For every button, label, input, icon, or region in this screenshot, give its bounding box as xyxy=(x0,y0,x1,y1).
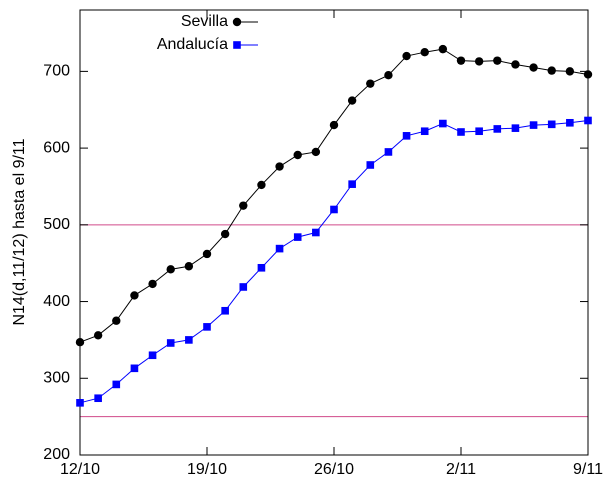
data-point xyxy=(257,263,266,272)
data-point xyxy=(184,262,194,271)
x-tick-label: 12/10 xyxy=(60,461,100,478)
y-tick-label: 500 xyxy=(43,216,70,233)
data-point xyxy=(148,279,157,289)
y-tick-label: 300 xyxy=(43,369,70,386)
data-point xyxy=(239,201,248,210)
data-point xyxy=(130,364,139,373)
data-point xyxy=(239,283,248,291)
data-point xyxy=(94,394,102,403)
data-point xyxy=(220,229,230,239)
data-point xyxy=(293,233,302,241)
legend-label: Andalucía xyxy=(157,36,228,53)
data-point xyxy=(76,399,84,407)
data-point xyxy=(293,150,302,160)
data-point xyxy=(148,351,157,360)
y-tick-label: 600 xyxy=(43,139,70,156)
data-point xyxy=(329,120,339,130)
data-point xyxy=(529,63,538,72)
data-point xyxy=(402,132,411,140)
series-line xyxy=(79,119,589,404)
data-point xyxy=(202,249,212,259)
data-point xyxy=(529,121,538,129)
data-point xyxy=(275,244,284,253)
data-point xyxy=(166,339,175,347)
data-point xyxy=(366,79,375,88)
data-point xyxy=(547,120,556,129)
legend-marker xyxy=(233,41,241,49)
data-point xyxy=(547,66,556,75)
x-tick-label: 9/11 xyxy=(573,461,603,478)
y-axis-label: N14(d,11/12) hasta el 9/11 xyxy=(11,138,28,325)
data-point xyxy=(312,228,320,237)
series-line xyxy=(79,48,589,343)
data-point xyxy=(257,180,266,190)
plot-frame xyxy=(79,9,589,456)
x-tick-label: 26/10 xyxy=(314,461,354,478)
data-point xyxy=(384,148,393,156)
data-point xyxy=(112,316,121,325)
data-point xyxy=(438,44,448,54)
x-tick-label: 19/10 xyxy=(187,461,227,478)
data-point xyxy=(366,161,375,169)
data-point xyxy=(221,306,229,315)
data-point xyxy=(275,162,284,171)
data-point xyxy=(439,119,447,128)
data-point xyxy=(456,56,466,65)
data-point xyxy=(420,127,429,136)
data-point xyxy=(511,60,520,69)
data-point xyxy=(384,71,393,80)
data-point xyxy=(493,56,502,65)
data-point xyxy=(420,47,429,57)
data-point xyxy=(93,331,103,340)
data-point xyxy=(493,125,502,133)
data-point xyxy=(584,116,592,125)
data-point xyxy=(75,338,85,347)
data-point xyxy=(112,380,121,389)
data-point xyxy=(566,118,574,127)
data-point xyxy=(511,124,520,132)
legend-label: Sevilla xyxy=(181,13,228,30)
data-point xyxy=(185,336,193,344)
data-point xyxy=(330,205,338,214)
data-point xyxy=(166,265,175,274)
data-point xyxy=(457,128,465,136)
data-point xyxy=(347,96,357,105)
y-tick-label: 700 xyxy=(43,63,70,80)
legend-marker xyxy=(232,17,242,27)
data-point xyxy=(583,70,593,79)
data-point xyxy=(474,57,484,66)
data-point xyxy=(402,51,411,61)
data-point xyxy=(475,127,483,136)
data-point xyxy=(348,180,356,188)
data-point xyxy=(130,291,139,300)
y-tick-label: 200 xyxy=(43,446,70,463)
x-tick-label: 2/11 xyxy=(446,461,476,478)
data-point xyxy=(565,67,575,76)
y-tick-label: 400 xyxy=(43,293,70,310)
data-point xyxy=(311,147,321,157)
data-point xyxy=(203,323,211,331)
